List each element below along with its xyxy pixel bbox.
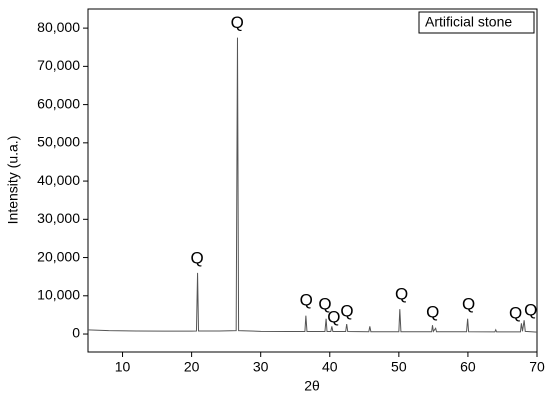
peak-label: Q [426,302,439,321]
y-axis-title: Intensity (u.a.) [5,136,21,225]
y-tick-label: 30,000 [37,210,80,226]
peak-label: Q [462,294,475,313]
peak-label: Q [509,304,522,323]
legend-label: Artificial stone [425,14,512,30]
legend-box [418,11,535,34]
peak-label: Q [327,307,340,326]
y-tick-label: 40,000 [37,172,80,188]
y-tick-label: 70,000 [37,57,80,73]
x-tick-label: 70 [529,359,545,375]
y-tick-label: 50,000 [37,134,80,150]
peak-label: Q [395,285,408,304]
peak-label: Q [300,291,313,310]
y-tick-label: 60,000 [37,95,80,111]
peak-label: Q [318,294,331,313]
x-tick-label: 40 [322,359,338,375]
peak-label: Q [191,249,204,268]
x-tick-label: 20 [184,359,200,375]
x-tick-label: 10 [115,359,131,375]
plot-frame [87,8,538,353]
peak-label: Q [340,301,353,320]
x-tick-label: 30 [253,359,269,375]
y-tick-label: 10,000 [37,286,80,302]
peak-label: Q [231,13,244,32]
x-tick-label: 50 [391,359,407,375]
x-tick-label: 60 [460,359,476,375]
y-tick-label: 20,000 [37,248,80,264]
spectrum-line [87,37,538,333]
y-tick-label: 0 [72,325,80,341]
y-tick-label: 80,000 [37,19,80,35]
x-axis-title: 2θ [304,378,320,394]
peak-label: Q [524,301,537,320]
